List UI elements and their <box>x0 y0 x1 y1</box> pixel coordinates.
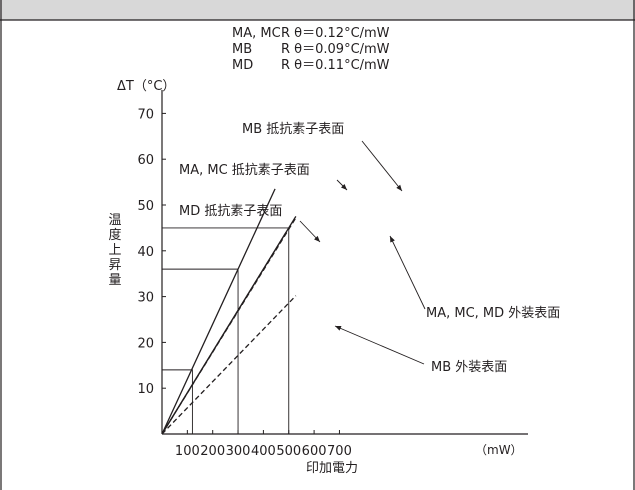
x-tick-label: 700 <box>327 444 352 459</box>
resistance-model: MA, MC <box>232 26 281 41</box>
y-tick-label: 70 <box>137 107 154 122</box>
tick-labels: 100 200 300 400 500 600 700 10 20 30 40 50 60 70 <box>137 107 351 459</box>
callout-leader <box>389 235 426 310</box>
series-label: MA, MC, MD 外装表面 <box>426 306 560 321</box>
callouts: MB 抵抗素子表面 MA, MC 抵抗素子表面 MD 抵抗素子表面 MA, MC, M… <box>179 122 560 375</box>
callout-arrowhead <box>335 326 342 331</box>
y-axis-title-char: 上 <box>108 243 122 258</box>
x-axis-unit: （mW） <box>475 443 523 457</box>
series-label: MB 抵抗素子表面 <box>242 122 344 137</box>
callout-arrowhead <box>396 184 402 191</box>
y-axis-title-char: 温 <box>108 213 122 228</box>
callout-leader <box>361 140 403 192</box>
resistance-model: MD <box>232 58 254 73</box>
series-ma-mc-resistor <box>161 188 276 435</box>
y-axis-title: 温度上昇量 <box>105 213 125 288</box>
series-label: MA, MC 抵抗素子表面 <box>179 163 310 178</box>
y-tick-label: 60 <box>137 153 154 168</box>
y-axis-title-char: 昇 <box>108 258 122 273</box>
callout-arrowhead <box>314 235 320 242</box>
resistance-model: MB <box>232 42 253 57</box>
x-axis-title: 印加電力 <box>306 461 359 476</box>
series-label: MB 外装表面 <box>431 360 507 375</box>
x-tick-label: 300 <box>226 444 251 459</box>
guide-line <box>162 369 193 434</box>
series-exterior-ma-mc-md <box>161 217 297 435</box>
x-tick-label: 600 <box>302 444 327 459</box>
resistance-row: MB R θ＝0.09°C/mW <box>232 42 390 58</box>
y-tick-label: 50 <box>137 199 154 214</box>
series-label: MD 抵抗素子表面 <box>179 204 282 219</box>
resistance-value: R θ＝0.12°C/mW <box>281 26 390 41</box>
x-tick-label: 400 <box>251 444 276 459</box>
x-tick-label: 500 <box>276 444 301 459</box>
y-axis-unit: ΔT（°C） <box>117 79 176 94</box>
axes <box>161 90 528 435</box>
resistance-value: R θ＝0.09°C/mW <box>281 42 390 57</box>
y-tick-label: 20 <box>137 336 154 351</box>
callout-leader <box>334 325 425 365</box>
resistance-row: MA, MC R θ＝0.12°C/mW <box>232 26 390 42</box>
header-band <box>0 0 635 20</box>
resistance-row: MD R θ＝0.11°C/mW <box>232 58 390 74</box>
resistance-value: R θ＝0.11°C/mW <box>281 58 390 73</box>
series-exterior-mb <box>161 295 297 435</box>
series-lines <box>161 188 297 435</box>
y-tick-label: 40 <box>137 245 154 260</box>
callout-arrowhead <box>390 236 395 243</box>
x-tick-label: 100 <box>175 444 200 459</box>
callout-arrowhead <box>340 183 347 190</box>
y-tick-label: 30 <box>137 291 154 306</box>
x-tick-label: 200 <box>200 444 225 459</box>
y-axis-title-char: 量 <box>108 273 122 288</box>
y-tick-label: 10 <box>137 382 154 397</box>
y-axis-title-char: 度 <box>108 228 122 243</box>
resistance-table: MA, MC R θ＝0.12°C/mW MB R θ＝0.09°C/mW MD… <box>232 26 390 74</box>
